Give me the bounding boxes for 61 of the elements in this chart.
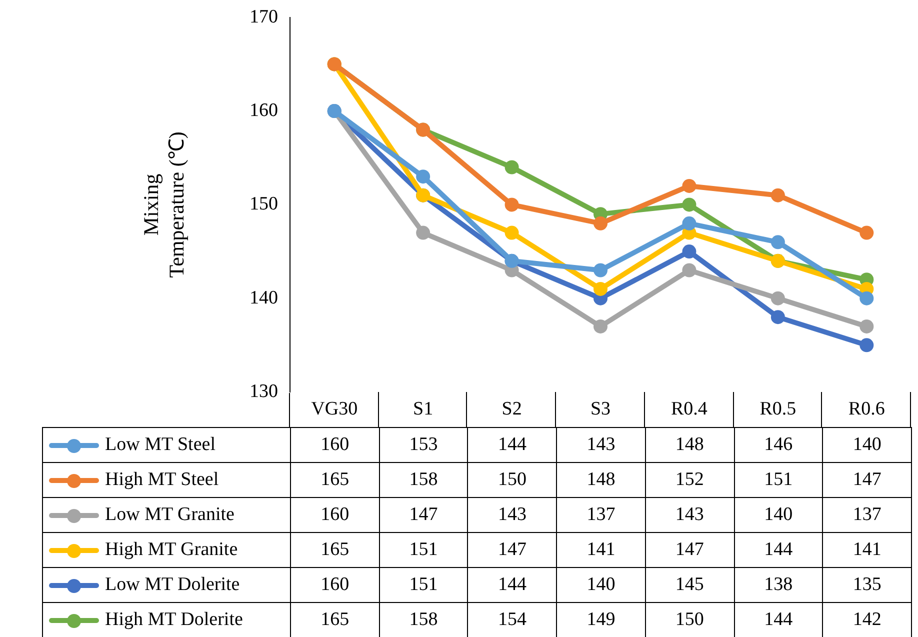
data-label: 148 (645, 428, 734, 462)
data-label: 158 (379, 462, 468, 498)
legend-label: High MT Dolerite (42, 602, 290, 637)
y-tick-label: 160 (250, 100, 278, 122)
y-tick-label: 130 (250, 380, 278, 402)
data-label: 140 (822, 428, 912, 462)
data-label: 137 (556, 498, 646, 532)
data-label: 151 (734, 462, 823, 498)
data-label: 165 (290, 532, 380, 568)
y-tick-label: 150 (250, 194, 278, 215)
data-label: 145 (645, 568, 734, 602)
x-tick-label: S3 (590, 398, 611, 420)
data-label: 158 (379, 602, 468, 637)
legend-label: Low MT Steel (42, 428, 290, 462)
data-label: 165 (290, 462, 380, 498)
legend-label: Low MT Granite (42, 498, 290, 532)
data-label: 151 (379, 532, 468, 568)
x-tick-label: R0.4 (670, 398, 708, 420)
x-tick-label: S2 (502, 398, 522, 420)
x-tick-label: R0.5 (760, 398, 796, 420)
data-label: 147 (468, 532, 557, 568)
data-label: 149 (556, 602, 646, 637)
data-label: 150 (645, 602, 734, 637)
data-label: 165 (290, 602, 380, 637)
data-label: 140 (734, 498, 823, 532)
data-label: 140 (556, 568, 646, 602)
data-label: 144 (468, 428, 557, 462)
data-label: 147 (645, 532, 734, 568)
data-label: 144 (734, 602, 823, 637)
data-label: 141 (556, 532, 646, 568)
data-label: 160 (290, 568, 380, 602)
legend-label: High MT Steel (42, 462, 290, 498)
y-tick-label: 140 (250, 287, 278, 308)
data-label: 147 (379, 498, 468, 532)
data-label: 148 (556, 462, 646, 498)
data-label: 135 (822, 568, 912, 602)
data-label: 137 (822, 498, 912, 532)
data-label: 138 (734, 568, 823, 602)
data-label: 154 (468, 602, 557, 637)
x-tick-label: VG30 (311, 398, 358, 420)
data-label: 152 (645, 462, 734, 498)
data-label: 143 (645, 498, 734, 532)
data-label: 142 (822, 602, 912, 637)
data-label: 143 (556, 428, 646, 462)
data-label: 160 (290, 498, 380, 532)
data-label: 147 (822, 462, 912, 498)
data-label: 153 (379, 428, 468, 462)
y-tick-label: 170 (250, 6, 278, 28)
data-label: 151 (379, 568, 468, 602)
data-label: 141 (822, 532, 912, 568)
x-tick-label: R0.6 (848, 398, 885, 420)
x-tick-label: S1 (413, 398, 434, 420)
data-label: 143 (468, 498, 557, 532)
data-label: 150 (468, 462, 557, 498)
legend-label: High MT Granite (42, 532, 290, 568)
data-label: 144 (468, 568, 557, 602)
data-label: 146 (734, 428, 823, 462)
data-label: 144 (734, 532, 823, 568)
legend-label: Low MT Dolerite (42, 568, 290, 602)
data-label: 160 (290, 428, 380, 462)
y-axis-title: Mixing Temperature (℃) (139, 132, 188, 278)
